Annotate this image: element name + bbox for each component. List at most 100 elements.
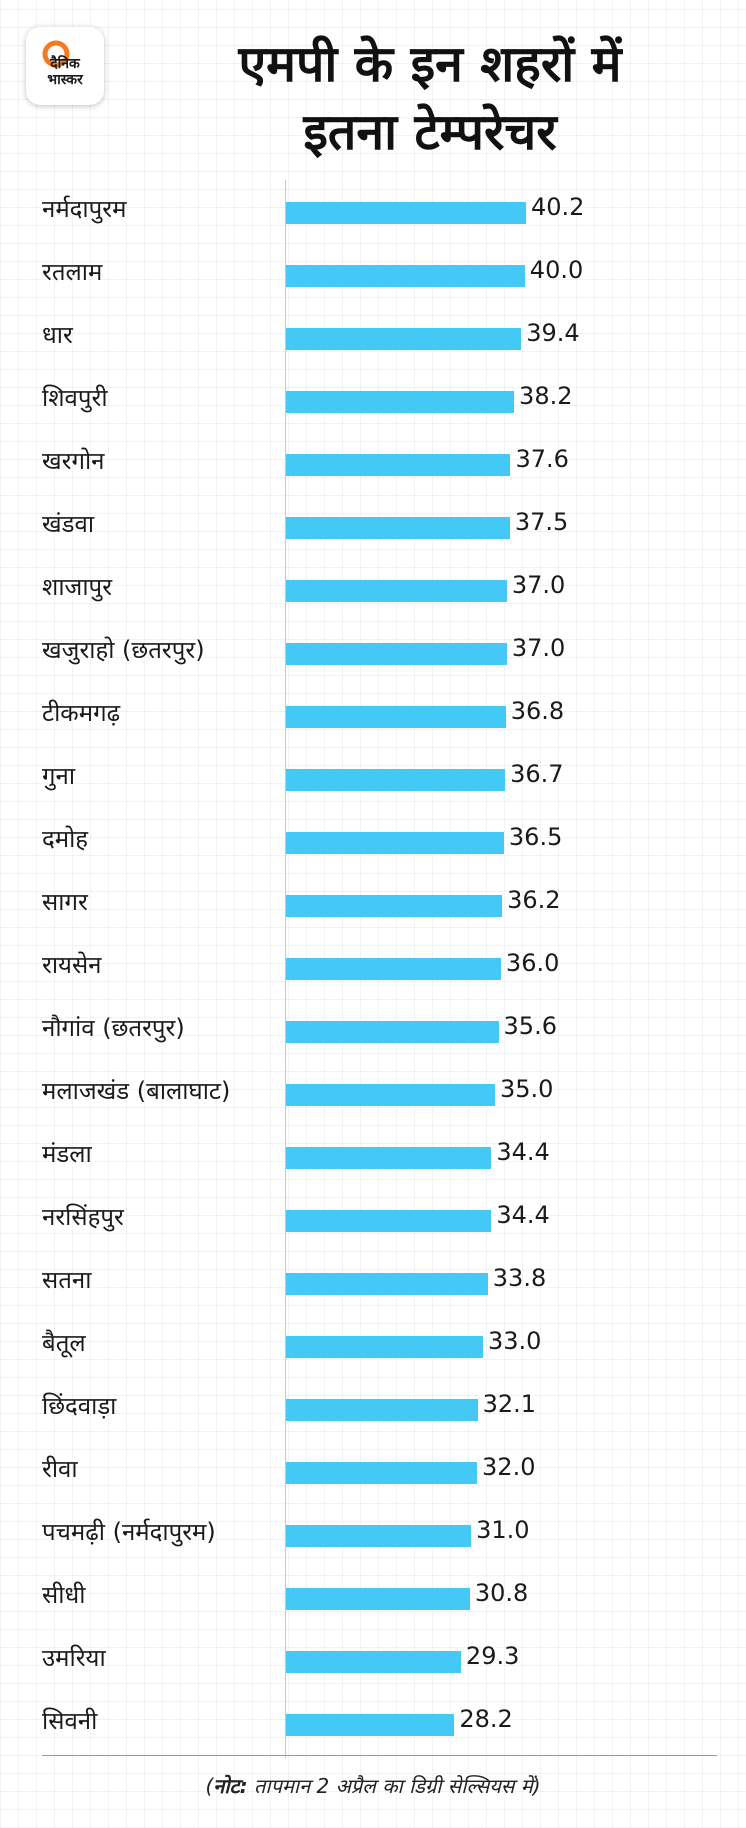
category-label: मंडला [42, 1140, 92, 1168]
value-label: 32.1 [482, 1390, 537, 1418]
chart-row: सागर 36.2 [0, 873, 746, 936]
sun-ring-icon [42, 40, 70, 68]
bar-chart: नर्मदापुरम 40.2 रतलाम 40.0 धार 39.4 शिवपुरी 38.… [0, 180, 746, 1755]
chart-row: छिंदवाड़ा 32.1 [0, 1377, 746, 1440]
chart-row: शाजापुर 37.0 [0, 558, 746, 621]
chart-row: दमोह 36.5 [0, 810, 746, 873]
category-label: छिंदवाड़ा [42, 1392, 117, 1420]
bar [286, 454, 511, 476]
chart-row: गुना 36.7 [0, 747, 746, 810]
category-label: सागर [42, 888, 88, 916]
divider [42, 1755, 717, 1756]
value-label: 38.2 [519, 382, 573, 410]
chart-row: धार 39.4 [0, 306, 746, 369]
category-label: नरसिंहपुर [42, 1203, 124, 1231]
category-label: रतलाम [42, 258, 103, 286]
bar [286, 328, 522, 350]
value-label: 33.0 [488, 1327, 542, 1355]
footnote-label: नोट: [213, 1774, 248, 1798]
bar [286, 1714, 455, 1736]
bar [286, 1651, 461, 1673]
category-label: सीधी [42, 1581, 86, 1609]
value-label: 37.0 [511, 634, 566, 662]
chart-row: सीधी 30.8 [0, 1566, 746, 1629]
category-label: बैतूल [42, 1329, 86, 1357]
chart-row: खरगोन 37.6 [0, 432, 746, 495]
bar [286, 769, 506, 791]
chart-row: रतलाम 40.0 [0, 243, 746, 306]
category-label: सिवनी [42, 1707, 98, 1735]
value-label: 35.6 [503, 1012, 557, 1040]
value-label: 33.8 [492, 1264, 547, 1292]
title-line1: एमपी के इन शहरों में [238, 35, 622, 93]
value-label: 36.7 [510, 760, 564, 788]
value-label: 36.5 [508, 823, 563, 851]
category-label: रीवा [42, 1455, 78, 1483]
category-label: खरगोन [42, 447, 105, 475]
bar [286, 958, 501, 980]
category-label: नर्मदापुरम [42, 195, 127, 223]
value-label: 37.0 [511, 571, 566, 599]
bar [286, 265, 525, 287]
page-title: एमपी के इन शहरों में इतना टेम्परेचर [130, 30, 730, 166]
category-label: रायसेन [42, 951, 102, 979]
logo-line2: भास्कर [47, 72, 83, 88]
category-label: शिवपुरी [42, 384, 108, 412]
value-label: 36.0 [505, 949, 560, 977]
value-label: 39.4 [526, 319, 580, 347]
category-label: खजुराहो (छतरपुर) [42, 636, 205, 664]
bar [286, 1273, 488, 1295]
chart-row: टीकमगढ़ 36.8 [0, 684, 746, 747]
chart-row: पचमढ़ी (नर्मदापुरम) 31.0 [0, 1503, 746, 1566]
category-label: सतना [42, 1266, 92, 1294]
chart-row: रीवा 32.0 [0, 1440, 746, 1503]
category-label: दमोह [42, 825, 89, 853]
value-label: 28.2 [459, 1705, 513, 1733]
bar [286, 1399, 478, 1421]
bar [286, 895, 503, 917]
bar [286, 1210, 492, 1232]
bar [286, 832, 504, 854]
bar [286, 706, 506, 728]
chart-row: सतना 33.8 [0, 1251, 746, 1314]
chart-row: नर्मदापुरम 40.2 [0, 180, 746, 243]
chart-row: खंडवा 37.5 [0, 495, 746, 558]
bar [286, 1462, 478, 1484]
chart-row: नरसिंहपुर 34.4 [0, 1188, 746, 1251]
title-line2: इतना टेम्परेचर [303, 103, 557, 161]
chart-row: मंडला 34.4 [0, 1125, 746, 1188]
chart-axis-line [285, 180, 286, 1758]
value-label: 36.2 [507, 886, 561, 914]
value-label: 35.0 [499, 1075, 554, 1103]
bar [286, 1147, 492, 1169]
value-label: 30.8 [474, 1579, 529, 1607]
category-label: खंडवा [42, 510, 95, 538]
bar [286, 1084, 495, 1106]
bar [286, 1525, 472, 1547]
chart-row: सिवनी 28.2 [0, 1692, 746, 1755]
value-label: 36.8 [510, 697, 565, 725]
value-label: 34.4 [496, 1201, 550, 1229]
category-label: धार [42, 321, 73, 349]
dainik-bhaskar-logo: दैनिक भास्कर [26, 27, 104, 105]
category-label: गुना [42, 762, 76, 790]
value-label: 40.2 [531, 193, 585, 221]
category-label: शाजापुर [42, 573, 113, 601]
category-label: नौगांव (छतरपुर) [42, 1014, 185, 1042]
chart-row: नौगांव (छतरपुर) 35.6 [0, 999, 746, 1062]
chart-row: बैतूल 33.0 [0, 1314, 746, 1377]
category-label: पचमढ़ी (नर्मदापुरम) [42, 1518, 216, 1546]
category-label: मलाजखंड (बालाघाट) [42, 1077, 231, 1105]
bar [286, 1021, 499, 1043]
bar [286, 1588, 470, 1610]
chart-row: मलाजखंड (बालाघाट) 35.0 [0, 1062, 746, 1125]
logo-line1: दैनिक [50, 56, 80, 72]
value-label: 31.0 [476, 1516, 530, 1544]
bar [286, 643, 507, 665]
value-label: 29.3 [465, 1642, 520, 1670]
footnote-text: तापमान 2 अप्रैल का डिग्री सेल्सियस में [254, 1774, 533, 1798]
chart-row: शिवपुरी 38.2 [0, 369, 746, 432]
bar [286, 202, 526, 224]
bar [286, 391, 515, 413]
chart-row: उमरिया 29.3 [0, 1629, 746, 1692]
